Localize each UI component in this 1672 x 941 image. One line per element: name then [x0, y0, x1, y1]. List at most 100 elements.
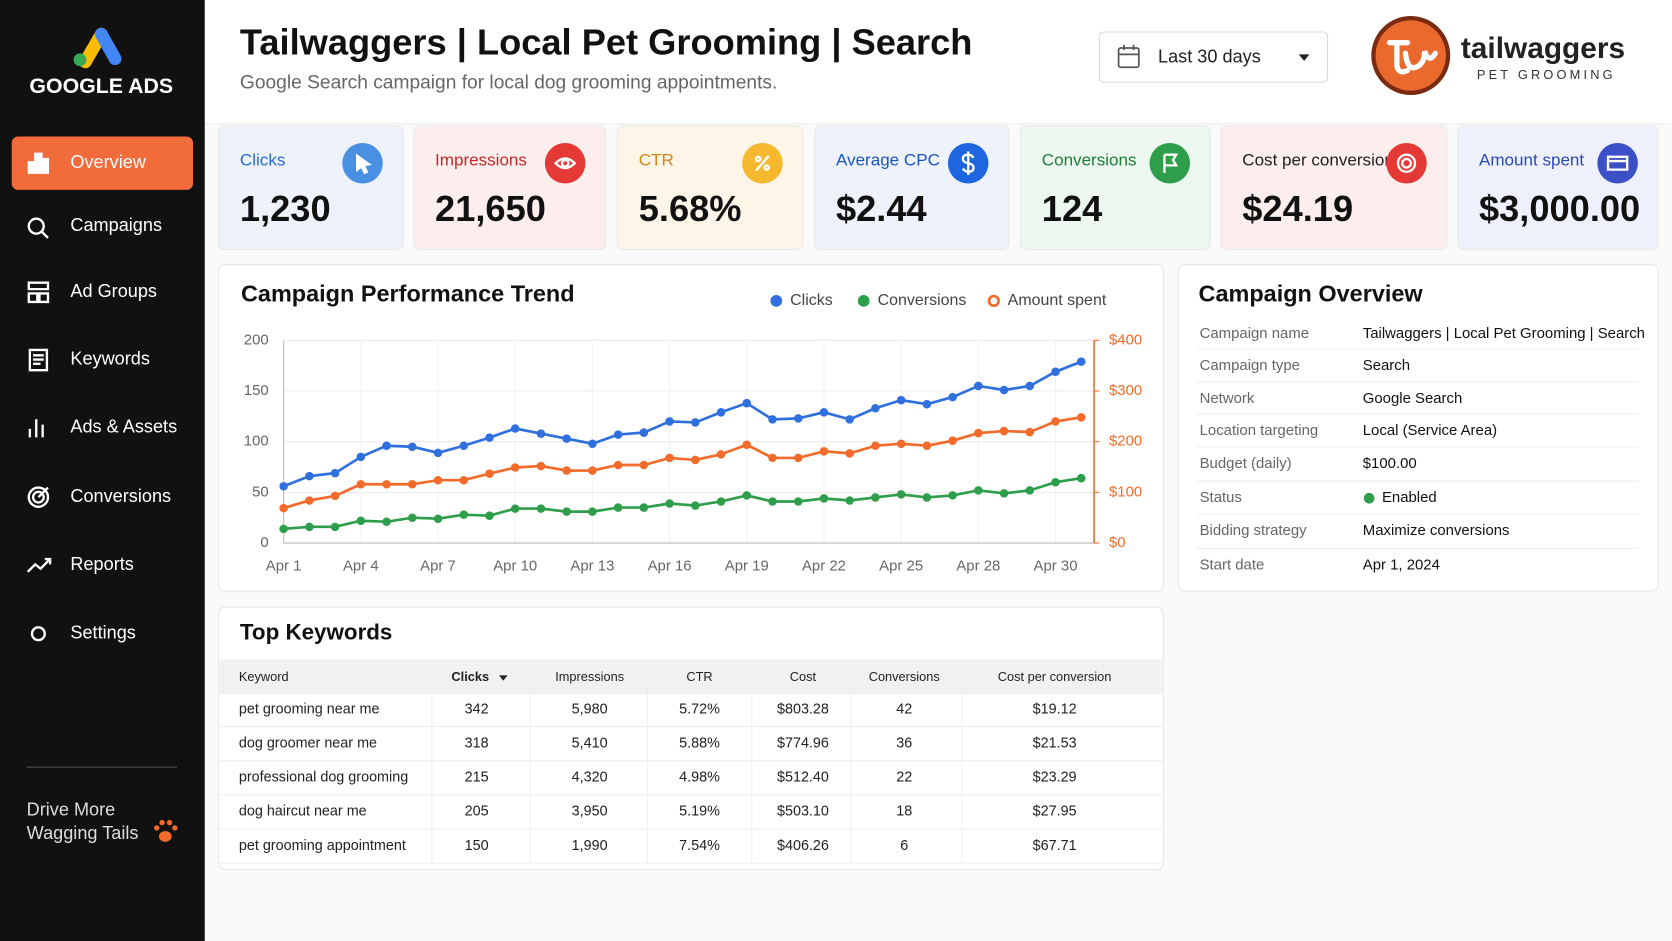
- data-point: [665, 453, 674, 463]
- data-point: [279, 524, 288, 534]
- nav-item[interactable]: Settings: [70, 623, 135, 643]
- overview-value: $100.00: [1363, 455, 1417, 472]
- overview-value: Local (Service Area): [1363, 422, 1497, 439]
- data-point: [974, 486, 983, 495]
- data-point: [408, 513, 417, 522]
- y-tick-label: 0: [260, 534, 268, 551]
- data-point: [1076, 357, 1086, 366]
- overview-label: Start date: [1200, 556, 1265, 573]
- data-point: [639, 428, 649, 437]
- data-point: [639, 503, 649, 512]
- data-point: [742, 440, 752, 450]
- data-point: [896, 439, 906, 448]
- table-cell: 7.54%: [679, 838, 720, 854]
- x-tick-label: Apr 13: [570, 557, 614, 574]
- nav-item[interactable]: Ads & Assets: [70, 417, 177, 437]
- x-tick-label: Apr 10: [493, 557, 537, 574]
- kpi-icon: [1597, 142, 1638, 184]
- kpi-value: $24.19: [1242, 188, 1353, 229]
- kpi-label: Conversions: [1042, 151, 1137, 170]
- table-header[interactable]: Clicks: [451, 669, 489, 684]
- data-point: [305, 496, 314, 505]
- data-point: [459, 441, 469, 451]
- data-point: [459, 475, 469, 485]
- nav-item[interactable]: Campaigns: [70, 215, 162, 235]
- data-point: [1076, 413, 1086, 422]
- nav-icon: [30, 626, 46, 642]
- legend-label: Clicks: [790, 292, 833, 309]
- data-point: [408, 479, 417, 489]
- table-header[interactable]: CTR: [686, 669, 712, 684]
- kpi-value: 1,230: [240, 188, 331, 229]
- data-point: [768, 453, 777, 463]
- table-cell: $19.12: [1033, 701, 1077, 717]
- data-point: [1025, 486, 1035, 495]
- table-cell: 215: [465, 770, 489, 786]
- brand-logo: [1371, 16, 1451, 95]
- data-point: [382, 441, 391, 451]
- legend-marker: [857, 294, 870, 307]
- series-line: [283, 416, 1082, 510]
- table-cell: $406.26: [777, 838, 829, 854]
- nav-item[interactable]: Keywords: [70, 348, 150, 368]
- page-subtitle: Google Search campaign for local dog gro…: [240, 72, 777, 93]
- data-point: [845, 496, 854, 505]
- data-point: [433, 475, 443, 485]
- nav-icon: [28, 348, 49, 372]
- nav-item[interactable]: Reports: [70, 554, 133, 574]
- table-cell: 205: [465, 804, 489, 820]
- data-point: [716, 450, 726, 459]
- table-cell: 5.72%: [679, 701, 720, 717]
- data-point: [330, 491, 340, 501]
- nav-item[interactable]: Conversions: [70, 486, 171, 506]
- kpi-icon: [544, 142, 586, 184]
- data-point: [665, 417, 674, 426]
- nav-item[interactable]: Ad Groups: [70, 281, 157, 301]
- data-point: [485, 511, 494, 520]
- nav-icon: [27, 486, 50, 508]
- data-point: [485, 469, 494, 478]
- table-header[interactable]: Keyword: [239, 669, 289, 684]
- data-point: [819, 447, 829, 456]
- table-header[interactable]: Conversions: [869, 669, 940, 684]
- data-point: [999, 426, 1009, 436]
- data-point: [433, 448, 443, 458]
- data-point: [588, 439, 597, 448]
- overview-label: Status: [1200, 489, 1242, 506]
- nav-item[interactable]: Overview: [70, 152, 146, 172]
- x-tick-label: Apr 19: [725, 557, 769, 574]
- kpi-label: Amount spent: [1479, 151, 1584, 170]
- data-point: [948, 392, 957, 402]
- y2-tick-label: $400: [1109, 331, 1142, 348]
- date-range[interactable]: Last 30 days: [1158, 46, 1261, 66]
- table-cell: 150: [465, 838, 489, 854]
- y2-tick-label: $200: [1109, 433, 1142, 450]
- x-tick-label: Apr 28: [956, 557, 1000, 574]
- y-tick-label: 200: [244, 331, 269, 348]
- overview-label: Network: [1200, 390, 1255, 407]
- table-header[interactable]: Impressions: [555, 669, 624, 684]
- kpi-value: 21,650: [435, 188, 546, 229]
- table-header[interactable]: Cost per conversion: [998, 669, 1112, 684]
- google-ads-logo: [73, 27, 122, 69]
- table-cell: professional dog grooming: [239, 770, 408, 786]
- data-point: [536, 429, 546, 438]
- data-point: [948, 491, 957, 500]
- data-point: [1025, 381, 1035, 391]
- overview-label: Budget (daily): [1200, 455, 1292, 472]
- table-cell: 342: [465, 701, 489, 717]
- table-cell: pet grooming appointment: [239, 838, 406, 854]
- dropdown-caret: [1298, 54, 1310, 61]
- data-point: [536, 504, 546, 513]
- data-point: [793, 497, 803, 506]
- nav-icon: [26, 557, 52, 573]
- table-cell: $27.95: [1033, 804, 1077, 820]
- data-point: [305, 522, 314, 532]
- table-cell: 18: [896, 804, 912, 820]
- table-header[interactable]: Cost: [790, 669, 817, 684]
- date-range-dropdown[interactable]: [1098, 31, 1329, 83]
- kpi-icon-glyph: [961, 151, 975, 175]
- data-point: [613, 430, 623, 439]
